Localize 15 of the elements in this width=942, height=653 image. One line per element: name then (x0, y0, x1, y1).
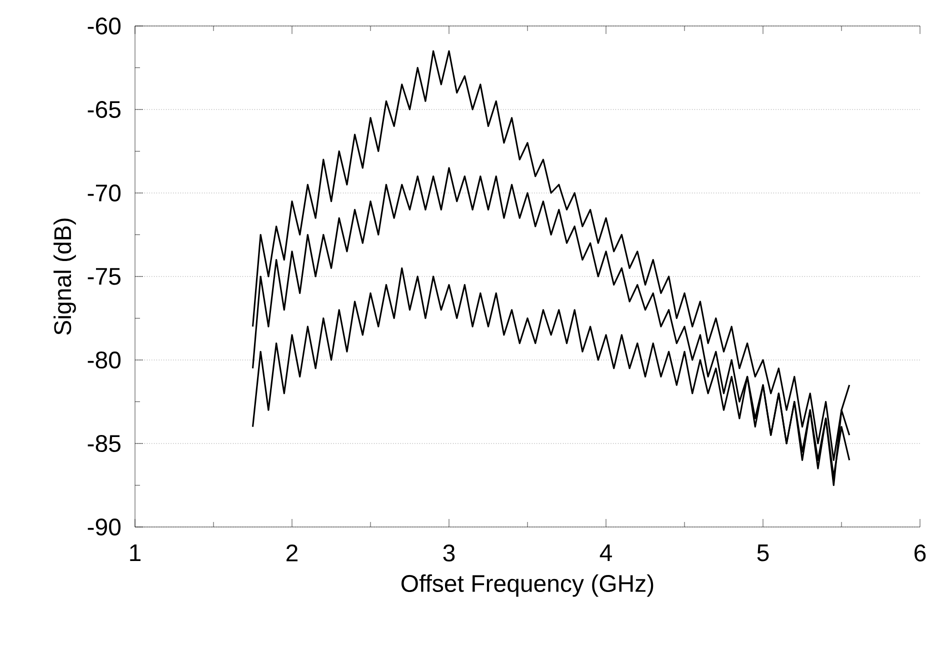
y-tick-label: -85 (88, 434, 120, 452)
x-tick-label: 1 (130, 544, 141, 562)
y-tick-label: -70 (88, 184, 121, 202)
x-tick-label: 3 (443, 544, 455, 562)
y-tick-label: -65 (88, 100, 120, 118)
y-tick-label: -80 (88, 351, 121, 368)
x-axis-title: Offset Frequency (GHz) (402, 574, 654, 597)
x-tick-label: 4 (600, 544, 612, 562)
x-tick-label: 5 (757, 544, 769, 562)
y-tick-label: -75 (88, 268, 120, 285)
x-tick-label: 2 (286, 544, 298, 562)
y-tick-label: -90 (88, 518, 121, 536)
y-axis-title: Signal (dB) (54, 218, 76, 335)
x-tick-label: 6 (914, 544, 926, 562)
y-tick-label: -60 (88, 17, 121, 34)
